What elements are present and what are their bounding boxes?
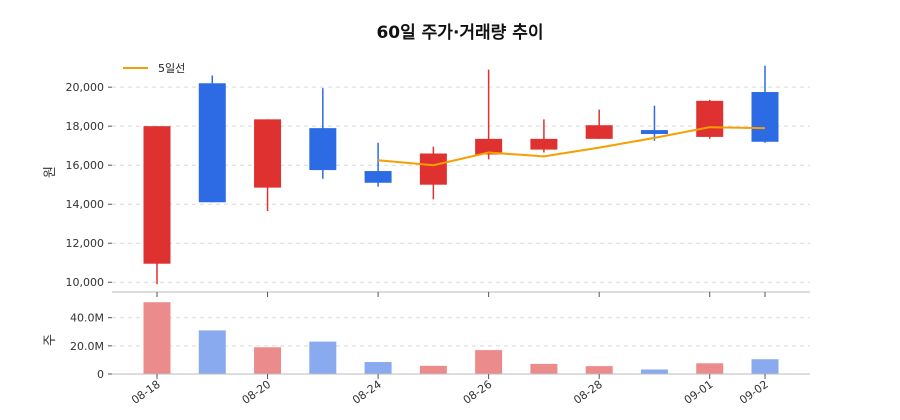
price-y-axis-label: 원 <box>43 166 58 178</box>
volume-y-tick-label: 40.0M <box>70 312 104 325</box>
price-y-tick-label: 20,000 <box>66 81 105 94</box>
candle-body <box>198 83 226 203</box>
candle <box>143 126 171 285</box>
legend: 5일선 <box>123 61 185 75</box>
candle <box>751 65 779 143</box>
candle-body <box>309 128 337 171</box>
candle <box>309 88 337 179</box>
volume-bar <box>530 363 558 374</box>
volume-bar <box>364 362 392 374</box>
candle-body <box>751 92 779 142</box>
x-tick-label: 08-24 <box>350 378 384 407</box>
x-tick-label: 09-01 <box>682 378 716 407</box>
candle-body <box>640 130 668 134</box>
candle <box>530 119 558 153</box>
volume-bar <box>143 302 171 374</box>
candle <box>640 105 668 141</box>
volume-bar <box>254 347 282 374</box>
x-tick-label: 08-20 <box>240 378 274 407</box>
x-tick-label: 08-28 <box>571 378 605 407</box>
candle-body <box>585 125 613 139</box>
volume-bar <box>475 350 503 374</box>
candlestick-series <box>143 65 779 285</box>
volume-bar <box>751 359 779 374</box>
candle-body <box>364 171 392 183</box>
candle <box>585 109 613 139</box>
candle <box>254 119 282 212</box>
candle-body <box>254 119 282 188</box>
volume-panel: 0 20.0M 40.0M 주 08-18 08-20 08-24 08-26 08-28 0… <box>43 292 810 407</box>
x-tick-label: 08-18 <box>129 378 163 407</box>
ma5-line <box>378 126 766 167</box>
chart-title: 60일 주가·거래량 추이 <box>376 23 543 43</box>
price-y-tick-label: 14,000 <box>66 198 105 211</box>
price-y-axis: 10,000 12,000 14,000 16,000 18,000 20,000 <box>66 81 810 293</box>
legend-ma5-label: 5일선 <box>158 61 185 75</box>
x-tick-label: 09-02 <box>737 378 771 407</box>
volume-y-tick-label: 20.0M <box>70 340 104 353</box>
candle <box>364 142 392 187</box>
volume-bar <box>696 363 724 374</box>
price-y-tick-label: 18,000 <box>66 120 105 133</box>
volume-y-tick-label: 0 <box>97 368 104 381</box>
price-y-tick-label: 12,000 <box>66 237 105 250</box>
volume-y-axis: 0 20.0M 40.0M <box>70 312 112 381</box>
volume-bar-series <box>143 302 779 374</box>
candle-body <box>530 138 558 150</box>
candle-body <box>143 126 171 264</box>
volume-y-axis-label: 주 <box>43 334 58 346</box>
volume-bar <box>198 330 226 374</box>
x-tick-label: 08-26 <box>461 378 495 407</box>
volume-bar <box>585 366 613 374</box>
candle <box>475 69 503 160</box>
volume-bar <box>640 369 668 374</box>
candle <box>419 146 447 200</box>
candle <box>198 75 226 203</box>
candle <box>696 99 724 139</box>
price-y-tick-label: 16,000 <box>66 159 105 172</box>
candle-body <box>475 138 503 155</box>
candle-body <box>696 100 724 137</box>
volume-bar <box>309 341 337 374</box>
candle-body <box>419 153 447 185</box>
price-panel: 10,000 12,000 14,000 16,000 18,000 20,000 원 5… <box>43 61 810 293</box>
price-y-tick-label: 10,000 <box>66 276 105 289</box>
volume-bar <box>419 365 447 374</box>
